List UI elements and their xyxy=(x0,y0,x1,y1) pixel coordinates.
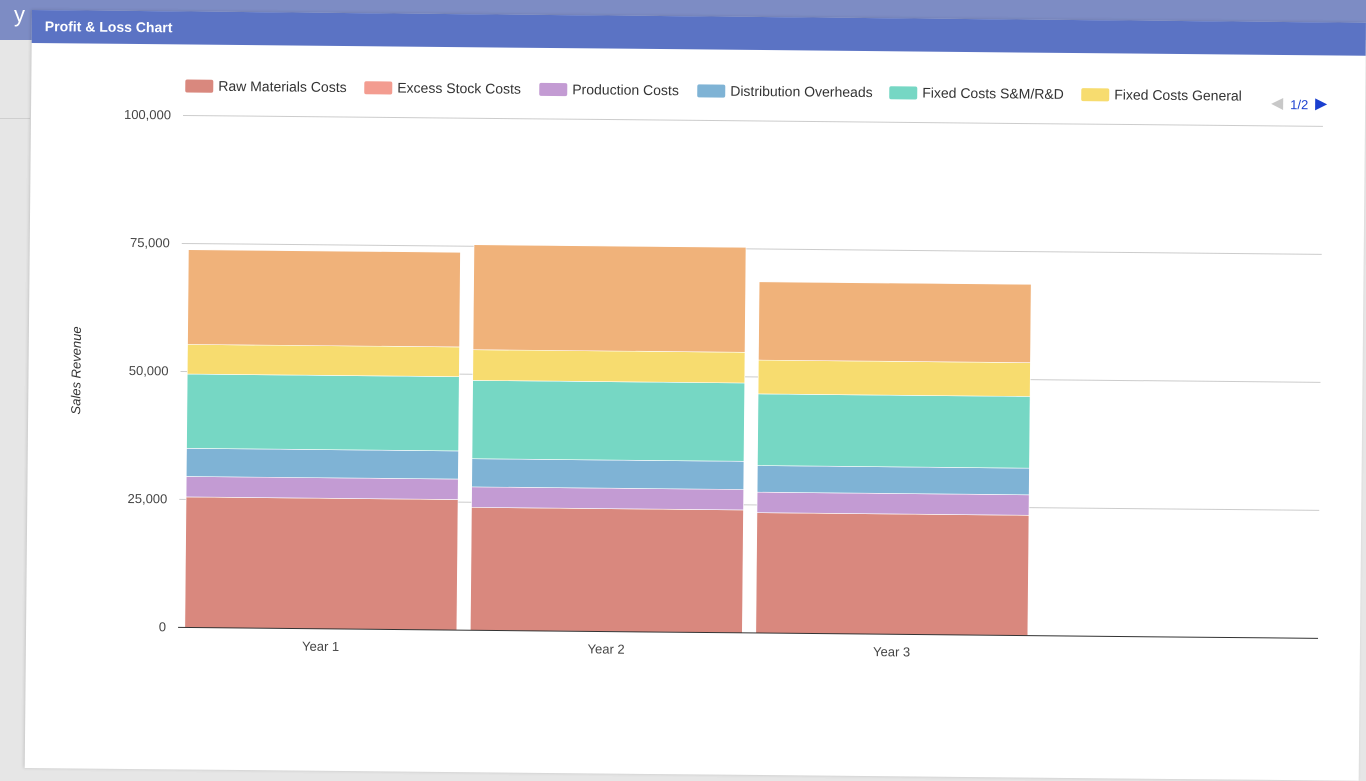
legend-swatch-0[interactable] xyxy=(185,79,214,93)
legend-page-indicator: 1/2 xyxy=(1290,97,1308,112)
bar-segment-0-6[interactable] xyxy=(187,249,461,348)
x-tick-label-2: Year 3 xyxy=(873,644,910,659)
bar-stacks xyxy=(184,244,1032,636)
gridline-3 xyxy=(181,242,1322,255)
y-tick-label-1: 25,000 xyxy=(127,491,167,506)
background-divider xyxy=(0,118,30,119)
chart-window: Profit & Loss Chart 0 25,000 50,000 75,000 1… xyxy=(24,10,1366,781)
y-tick-label-0: 0 xyxy=(159,619,166,634)
legend-next-icon[interactable] xyxy=(1315,98,1328,111)
legend-label-3[interactable]: Distribution Overheads xyxy=(730,83,873,100)
axes: 0 25,000 50,000 75,000 100,000 Year 1 Year 2 Ye… xyxy=(124,107,1319,659)
legend: Raw Materials Costs Excess Stock Costs Pro… xyxy=(185,78,1242,104)
bar-segment-0-5[interactable] xyxy=(186,344,460,377)
background-app-logo: y xyxy=(14,2,25,27)
bar-segment-2-5[interactable] xyxy=(757,359,1031,397)
bar-segment-1-0[interactable] xyxy=(470,507,744,634)
profit-loss-chart: 0 25,000 50,000 75,000 100,000 Year 1 Year 2 Ye… xyxy=(68,78,1328,659)
y-axis-label: Sales Revenue xyxy=(68,326,84,414)
bar-segment-2-3[interactable] xyxy=(756,465,1030,496)
legend-label-1[interactable]: Excess Stock Costs xyxy=(397,80,521,97)
bar-segment-0-0[interactable] xyxy=(184,496,459,631)
y-tick-label-2: 50,000 xyxy=(129,363,169,378)
legend-swatch-4[interactable] xyxy=(889,86,918,100)
bar-segment-1-3[interactable] xyxy=(471,458,745,490)
bar-segment-2-4[interactable] xyxy=(757,393,1031,469)
bar-segment-1-6[interactable] xyxy=(472,244,747,353)
legend-label-0[interactable]: Raw Materials Costs xyxy=(218,78,347,95)
bar-segment-1-5[interactable] xyxy=(472,349,746,384)
legend-swatch-5[interactable] xyxy=(1081,88,1110,102)
legend-swatch-1[interactable] xyxy=(364,81,393,95)
bar-segment-0-2[interactable] xyxy=(185,476,459,500)
bar-segment-0-4[interactable] xyxy=(186,373,460,452)
legend-label-5[interactable]: Fixed Costs General xyxy=(1114,86,1242,103)
bar-segment-2-2[interactable] xyxy=(756,491,1030,516)
legend-swatch-2[interactable] xyxy=(539,82,568,97)
gridline-4 xyxy=(182,114,1323,127)
legend-pager: 1/2 xyxy=(1271,97,1328,112)
bar-segment-2-6[interactable] xyxy=(758,281,1032,364)
legend-label-2[interactable]: Production Costs xyxy=(572,81,679,98)
legend-prev-icon[interactable] xyxy=(1271,98,1284,111)
bar-segment-2-0[interactable] xyxy=(755,512,1030,636)
bar-segment-0-3[interactable] xyxy=(185,448,459,480)
bar-segment-1-4[interactable] xyxy=(471,380,746,462)
bar-segment-1-2[interactable] xyxy=(471,486,744,511)
x-axis-line xyxy=(178,626,1319,639)
legend-swatch-3[interactable] xyxy=(697,84,726,98)
y-tick-label-3: 75,000 xyxy=(130,235,170,250)
x-tick-label-0: Year 1 xyxy=(302,639,339,654)
y-tick-label-4: 100,000 xyxy=(124,107,171,122)
x-tick-label-1: Year 2 xyxy=(588,641,625,656)
legend-label-4[interactable]: Fixed Costs S&M/R&D xyxy=(922,85,1064,102)
